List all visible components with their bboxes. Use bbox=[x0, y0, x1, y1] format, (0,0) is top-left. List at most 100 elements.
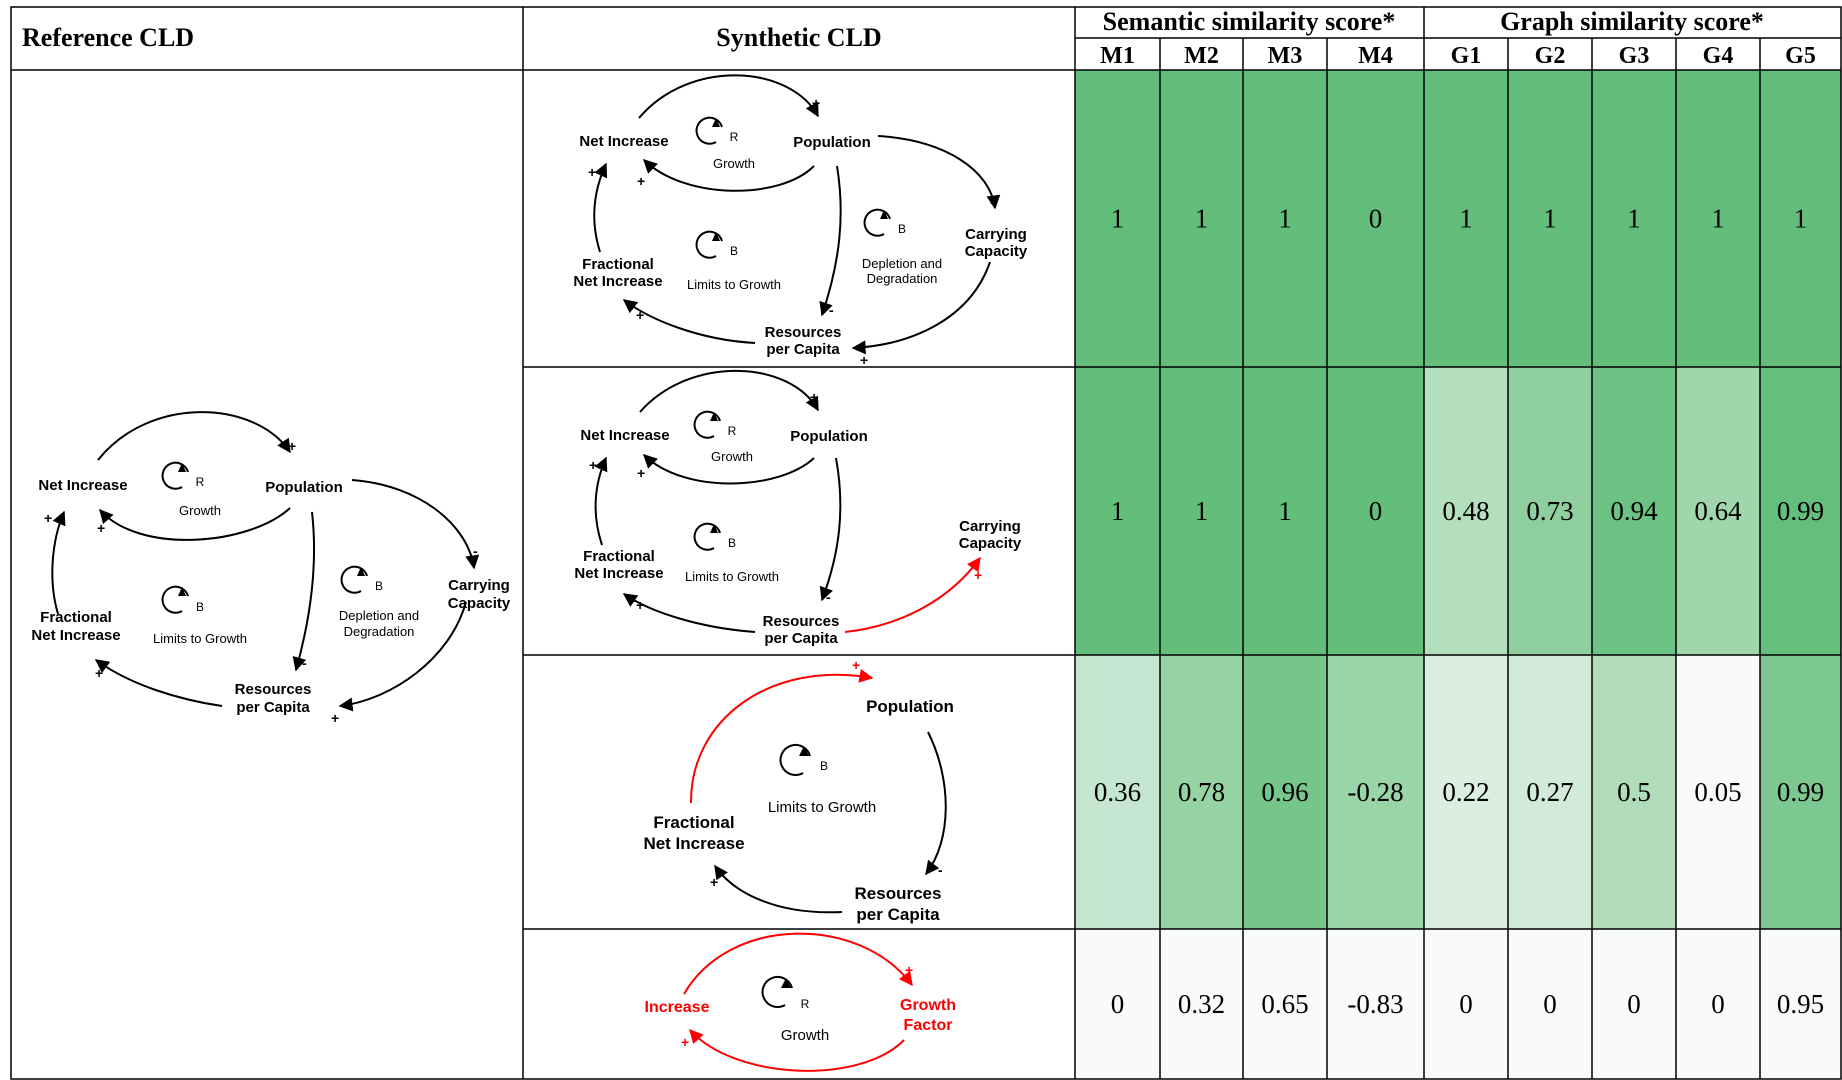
score-value: 0 bbox=[1459, 989, 1473, 1019]
score-value: 1 bbox=[1195, 204, 1209, 234]
ref-pol-4: - bbox=[473, 543, 478, 559]
score-value: 1 bbox=[1278, 204, 1292, 234]
score-cell bbox=[1592, 655, 1676, 929]
score-cell bbox=[1592, 70, 1676, 367]
s1-node-carrying-2: Capacity bbox=[965, 243, 1028, 260]
s3-node-fractional-2: Net Increase bbox=[643, 834, 744, 853]
ref-loop-growth-label: Growth bbox=[179, 503, 221, 518]
ref-node-net-increase: Net Increase bbox=[38, 477, 127, 494]
s1-loop-r-letter: R bbox=[730, 130, 739, 144]
score-value: 0.48 bbox=[1442, 496, 1489, 526]
score-value: -0.83 bbox=[1347, 989, 1403, 1019]
score-value: 0.94 bbox=[1610, 496, 1658, 526]
metric-header-m4: M4 bbox=[1358, 43, 1393, 69]
s2-pol-2: + bbox=[637, 465, 645, 481]
score-cell bbox=[1760, 929, 1841, 1079]
ref-pol-3: + bbox=[44, 510, 52, 526]
score-value: 0 bbox=[1711, 989, 1725, 1019]
s2-node-resources-2: per Capita bbox=[764, 630, 838, 647]
s2-loop-b-limits-icon: B bbox=[693, 522, 736, 551]
metric-header-g2: G2 bbox=[1535, 43, 1566, 69]
ref-node-fractional-2: Net Increase bbox=[31, 627, 120, 644]
s1-loop-depletion-label-2: Degradation bbox=[867, 271, 938, 286]
s1-node-population: Population bbox=[793, 134, 871, 151]
score-cell bbox=[1424, 367, 1508, 655]
s1-node-resources-2: per Capita bbox=[766, 341, 840, 358]
score-cell bbox=[1424, 655, 1508, 929]
s3-node-fractional-1: Fractional bbox=[653, 813, 734, 832]
s1-pol-2: + bbox=[637, 173, 645, 189]
score-cell bbox=[1075, 655, 1160, 929]
ref-pol-1: + bbox=[288, 438, 296, 454]
score-value: 0.78 bbox=[1178, 777, 1225, 807]
synthetic-cld-4: Increase Growth Factor R Growth + + bbox=[645, 932, 956, 1072]
ref-loop-b-limits-icon: B bbox=[161, 585, 204, 614]
s1-pol-5: + bbox=[860, 352, 868, 368]
s3-loop-b-letter: B bbox=[820, 759, 828, 773]
s4-pol-1: + bbox=[905, 962, 913, 978]
score-cell bbox=[1508, 655, 1592, 929]
s1-node-resources-1: Resources bbox=[765, 324, 842, 341]
s2-node-fractional-2: Net Increase bbox=[574, 565, 663, 582]
synthetic-cld-2: Net Increase Population Carrying Capacit… bbox=[574, 369, 1022, 647]
s1-pol-4: - bbox=[990, 194, 995, 210]
score-cell bbox=[1676, 367, 1760, 655]
ref-node-fractional-1: Fractional bbox=[40, 609, 112, 626]
score-cell bbox=[1424, 70, 1508, 367]
s1-loop-b-depletion-icon: B bbox=[863, 208, 906, 237]
ref-pol-5: + bbox=[331, 710, 339, 726]
ref-node-carrying-2: Capacity bbox=[448, 595, 511, 612]
score-value: 0.32 bbox=[1178, 989, 1225, 1019]
s1-node-fractional-1: Fractional bbox=[582, 256, 654, 273]
score-value: 1 bbox=[1195, 496, 1209, 526]
score-cell bbox=[1424, 929, 1508, 1079]
synthetic-header: Synthetic CLD bbox=[716, 23, 881, 52]
score-cell bbox=[1243, 70, 1327, 367]
s2-loop-r-letter: R bbox=[728, 424, 737, 438]
ref-pol-6: - bbox=[302, 655, 307, 671]
synthetic-cld-3: Population Fractional Net Increase Resou… bbox=[643, 657, 953, 924]
metric-header-g4: G4 bbox=[1703, 43, 1734, 69]
s4-loop-r-icon: R bbox=[761, 976, 810, 1011]
score-cell bbox=[1760, 367, 1841, 655]
ref-loop-r-icon: R bbox=[161, 461, 205, 490]
graph-group-header: Graph similarity score* bbox=[1500, 7, 1764, 36]
score-value: -0.28 bbox=[1347, 777, 1403, 807]
ref-node-resources-2: per Capita bbox=[236, 699, 310, 716]
table-grid bbox=[10, 6, 1842, 1080]
ref-loop-b-depletion-letter: B bbox=[375, 579, 383, 593]
s4-node-growth-factor-1: Growth bbox=[900, 997, 956, 1014]
score-value: 0.65 bbox=[1261, 989, 1308, 1019]
score-cell bbox=[1160, 655, 1243, 929]
ref-loop-depletion-label-2: Degradation bbox=[344, 624, 415, 639]
score-value: 0.95 bbox=[1777, 989, 1824, 1019]
score-value: 1 bbox=[1278, 496, 1292, 526]
score-cell bbox=[1075, 70, 1160, 367]
score-value: 0.64 bbox=[1694, 496, 1742, 526]
score-cell bbox=[1243, 367, 1327, 655]
s2-node-carrying-2: Capacity bbox=[959, 535, 1022, 552]
s4-node-increase: Increase bbox=[645, 999, 710, 1016]
score-cell bbox=[1676, 655, 1760, 929]
s2-node-population: Population bbox=[790, 428, 868, 445]
s1-loop-b-depletion-letter: B bbox=[898, 222, 906, 236]
s2-pol-1: + bbox=[810, 389, 818, 405]
ref-loop-b-depletion-icon: B bbox=[340, 565, 383, 594]
s4-loop-r-letter: R bbox=[801, 997, 810, 1011]
score-value: 1 bbox=[1543, 204, 1557, 234]
score-cell bbox=[1327, 655, 1424, 929]
s2-pol-4: - bbox=[826, 589, 831, 605]
score-value: 0 bbox=[1369, 496, 1383, 526]
s3-loop-limits-label: Limits to Growth bbox=[768, 799, 876, 816]
score-cells bbox=[1075, 70, 1841, 1079]
semantic-group-header: Semantic similarity score* bbox=[1103, 7, 1396, 36]
score-value: 1 bbox=[1111, 496, 1125, 526]
s2-loop-b-limits-letter: B bbox=[728, 536, 736, 550]
ref-node-resources-1: Resources bbox=[235, 681, 312, 698]
s2-node-carrying-1: Carrying bbox=[959, 518, 1021, 535]
synthetic-cld-1: Net Increase Population Carrying Capacit… bbox=[573, 74, 1028, 368]
s2-pol-6: + bbox=[974, 567, 982, 583]
score-value: 0 bbox=[1111, 989, 1125, 1019]
score-cell bbox=[1327, 929, 1424, 1079]
